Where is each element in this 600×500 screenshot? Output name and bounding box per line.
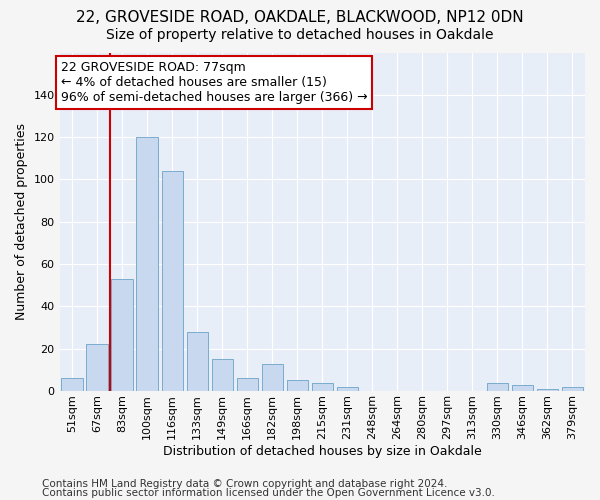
Bar [537, 389, 558, 391]
Bar [236, 378, 258, 391]
Bar [61, 378, 83, 391]
Bar [262, 364, 283, 391]
Bar [212, 360, 233, 391]
Bar [161, 171, 183, 391]
Text: Contains HM Land Registry data © Crown copyright and database right 2024.: Contains HM Land Registry data © Crown c… [42, 479, 448, 489]
Text: 22, GROVESIDE ROAD, OAKDALE, BLACKWOOD, NP12 0DN: 22, GROVESIDE ROAD, OAKDALE, BLACKWOOD, … [76, 10, 524, 25]
Bar [287, 380, 308, 391]
Bar [311, 382, 333, 391]
Bar [136, 137, 158, 391]
Bar [512, 384, 533, 391]
Text: 22 GROVESIDE ROAD: 77sqm
← 4% of detached houses are smaller (15)
96% of semi-de: 22 GROVESIDE ROAD: 77sqm ← 4% of detache… [61, 61, 367, 104]
Bar [112, 279, 133, 391]
Bar [562, 387, 583, 391]
Text: Size of property relative to detached houses in Oakdale: Size of property relative to detached ho… [106, 28, 494, 42]
Bar [487, 382, 508, 391]
Bar [187, 332, 208, 391]
X-axis label: Distribution of detached houses by size in Oakdale: Distribution of detached houses by size … [163, 444, 482, 458]
Y-axis label: Number of detached properties: Number of detached properties [15, 124, 28, 320]
Bar [86, 344, 108, 391]
Bar [337, 387, 358, 391]
Text: Contains public sector information licensed under the Open Government Licence v3: Contains public sector information licen… [42, 488, 495, 498]
